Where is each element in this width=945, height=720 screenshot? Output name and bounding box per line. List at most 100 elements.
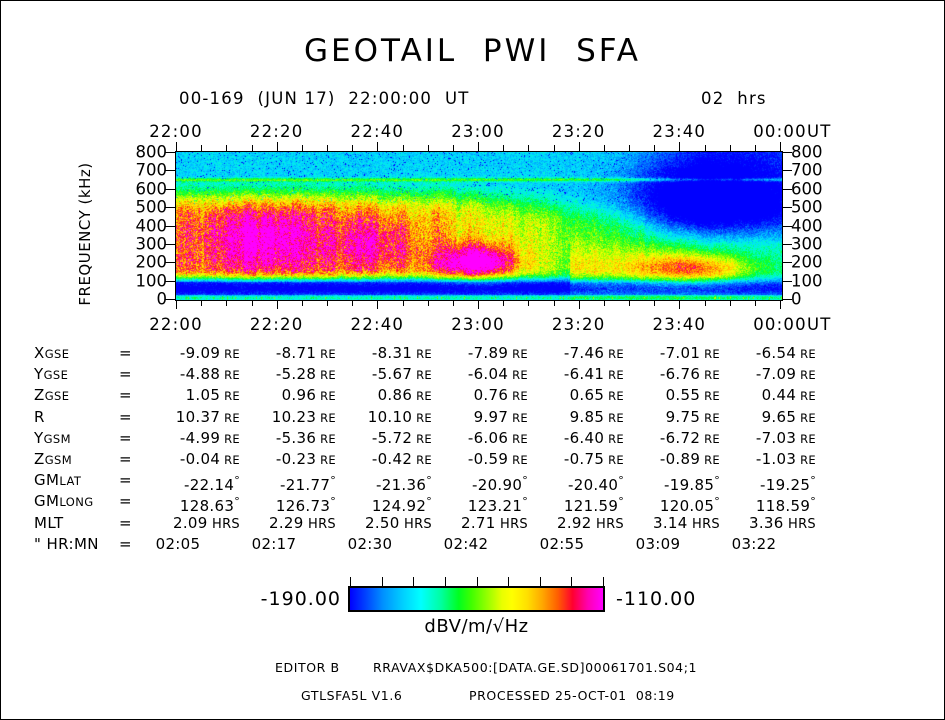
- ephemeris-value: -5.72 RE: [371, 428, 432, 447]
- ephemeris-value: 1.05 RE: [185, 386, 240, 405]
- colorbar-tick: [381, 577, 383, 586]
- page-title: GEOTAIL PWI SFA: [304, 33, 641, 69]
- axis-tick: [579, 300, 580, 309]
- x-axis-tick-label: 23:20: [551, 122, 606, 141]
- ephemeris-value: -1.03 RE: [755, 449, 816, 468]
- ephemeris-equals: =: [119, 513, 132, 532]
- ephemeris-equals: =: [119, 471, 132, 490]
- x-axis-tick-label: 22:40: [350, 122, 405, 141]
- axis-tick: [252, 145, 253, 151]
- ephemeris-value: 02:17: [251, 534, 297, 553]
- ephemeris-value: 10.23 RE: [271, 407, 336, 426]
- y-axis-tick-label: 400: [135, 216, 168, 235]
- ephemeris-value: -6.41 RE: [563, 365, 624, 384]
- axis-tick: [528, 145, 529, 151]
- axis-tick: [782, 226, 792, 227]
- axis-tick: [201, 145, 202, 151]
- ephemeris-value: 02:55: [539, 534, 585, 553]
- y-axis-tick-label: 100: [791, 271, 823, 291]
- x-axis-tick-label: 23:00: [451, 315, 505, 334]
- axis-tick: [165, 152, 175, 153]
- spectrogram-panel[interactable]: [175, 151, 783, 301]
- axis-tick: [654, 300, 655, 306]
- ephemeris-value: -6.76 RE: [659, 365, 720, 384]
- y-axis-tick-label: 500: [135, 197, 168, 217]
- ephemeris-value: -0.42 RE: [371, 449, 432, 468]
- axis-tick: [679, 142, 680, 151]
- ephemeris-value: 10.37 RE: [175, 407, 240, 426]
- axis-tick: [165, 281, 175, 282]
- ephemeris-value: 121.59°: [563, 495, 624, 516]
- colorbar-tick: [571, 577, 573, 586]
- axis-tick: [377, 300, 378, 309]
- axis-tick: [453, 300, 454, 306]
- ephemeris-value: -21.36°: [376, 474, 432, 495]
- axis-tick: [755, 145, 756, 151]
- y-axis-tick-label: 700: [135, 160, 168, 180]
- axis-tick: [302, 300, 303, 306]
- axis-tick: [327, 145, 328, 151]
- ephemeris-value: 2.09 HRS: [172, 513, 240, 532]
- ephemeris-value: 3.36 HRS: [748, 513, 816, 532]
- ephemeris-value: -6.40 RE: [563, 428, 624, 447]
- x-axis-tick-label: 23:40: [652, 315, 707, 334]
- ephemeris-row-label: GMLAT: [34, 471, 82, 490]
- footer-processed-stamp: PROCESSED 25-OCT-01 08:19: [469, 688, 675, 703]
- axis-tick: [277, 300, 278, 309]
- axis-tick: [165, 170, 175, 171]
- axis-tick: [453, 145, 454, 151]
- ephemeris-value: -7.46 RE: [563, 344, 624, 362]
- y-axis-tick-label: 200: [791, 252, 823, 272]
- colorbar-tick: [444, 577, 446, 586]
- ephemeris-value: -22.14°: [184, 474, 240, 495]
- y-axis-tick-label: 500: [791, 197, 823, 217]
- axis-tick: [554, 145, 555, 151]
- ephemeris-value: 9.65 RE: [761, 407, 816, 426]
- ephemeris-value: 02:42: [443, 534, 489, 553]
- x-axis-top-unit-label: UT: [807, 122, 832, 141]
- ephemeris-row-label: YGSE: [34, 365, 69, 384]
- subtitle-duration: 02 hrs: [701, 89, 767, 108]
- axis-tick: [679, 300, 680, 309]
- ephemeris-value: 0.44 RE: [761, 386, 816, 405]
- ephemeris-value: -21.77°: [280, 474, 336, 495]
- ephemeris-value: 0.86 RE: [377, 386, 432, 405]
- y-axis-tick-label: 800: [791, 142, 823, 162]
- ephemeris-value: -20.90°: [472, 474, 528, 495]
- ephemeris-value: -7.03 RE: [755, 428, 816, 447]
- axis-tick: [176, 300, 177, 309]
- axis-tick: [528, 300, 529, 306]
- ephemeris-value: -19.25°: [760, 474, 816, 495]
- ephemeris-value: 2.50 HRS: [364, 513, 432, 532]
- y-axis-tick-label: 600: [135, 179, 168, 199]
- axis-tick: [165, 226, 175, 227]
- axis-tick: [782, 299, 792, 300]
- ephemeris-value: -4.99 RE: [179, 428, 240, 447]
- axis-tick: [579, 142, 580, 151]
- ephemeris-value: -7.01 RE: [659, 344, 720, 362]
- colorbar-tick: [539, 577, 541, 586]
- axis-tick: [730, 300, 731, 306]
- x-axis-tick-label: 22:20: [249, 315, 304, 334]
- axis-tick: [503, 300, 504, 306]
- colorbar-tick: [603, 577, 604, 586]
- ephemeris-value: 02:30: [347, 534, 393, 553]
- ephemeris-value: -6.54 RE: [755, 344, 816, 362]
- colorbar-tick: [508, 577, 510, 586]
- y-axis-tick-label: 600: [791, 179, 823, 199]
- ephemeris-value: 03:22: [731, 534, 777, 553]
- ephemeris-equals: =: [119, 407, 132, 426]
- axis-tick: [478, 300, 479, 309]
- footer-file-path: RRAVAX$DKA500:[DATA.GE.SD]00061701.S04;1: [373, 660, 698, 675]
- ephemeris-equals: =: [119, 344, 132, 362]
- axis-tick: [226, 145, 227, 151]
- ephemeris-value: 02:05: [155, 534, 201, 553]
- ephemeris-row-label: YGSM: [34, 428, 71, 447]
- axis-tick: [755, 300, 756, 306]
- colorbar-max-label: -110.00: [616, 588, 697, 610]
- axis-tick: [165, 244, 175, 245]
- ephemeris-value: 0.76 RE: [473, 386, 528, 405]
- ephemeris-row-label: GMLONG: [34, 492, 94, 511]
- axis-tick: [604, 300, 605, 306]
